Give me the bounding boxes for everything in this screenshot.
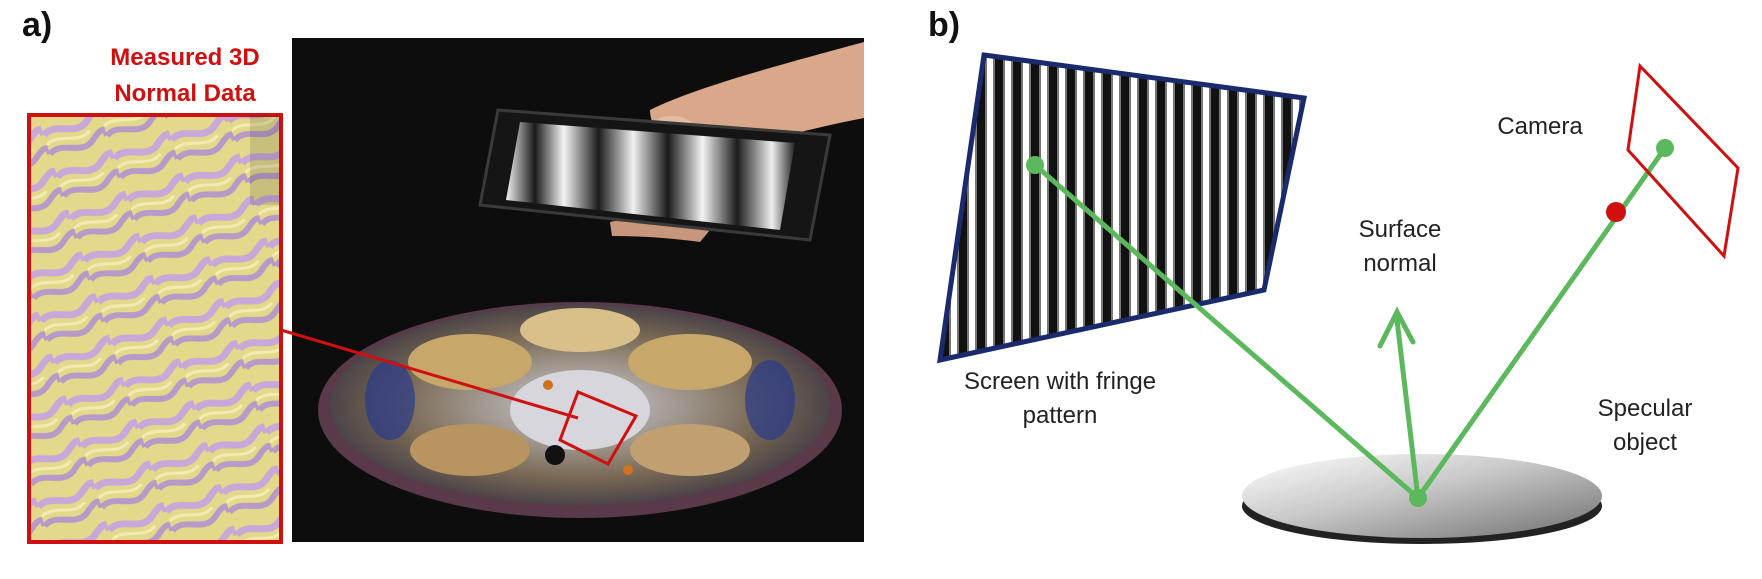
specular-object-label-line2: object: [1612, 429, 1678, 456]
camera-plane: [1626, 62, 1740, 260]
measured-data-title-line1: Measured 3D: [110, 44, 260, 71]
camera-center-point: [1656, 139, 1674, 157]
tablet-device: [478, 108, 832, 242]
screen-label: Screen with fringe pattern: [940, 365, 1180, 433]
measured-data-title-line2: Normal Data: [114, 80, 256, 107]
screen-label-line2: pattern: [1022, 402, 1098, 429]
panel-a-label: a): [22, 6, 53, 44]
measured-data-title: Measured 3D Normal Data: [70, 40, 300, 112]
highlight-region: [280, 328, 639, 466]
specular-object-label-line1: Specular: [1597, 395, 1693, 422]
camera-pixel-point: [1606, 202, 1626, 222]
normal-data-inset: [27, 113, 283, 544]
surface-normal-label-line2: normal: [1363, 250, 1437, 277]
camera-label: Camera: [1497, 113, 1583, 140]
screen-label-line1: Screen with fringe: [963, 368, 1157, 395]
fringe-screen: [937, 52, 1307, 364]
stained-glass-object: [318, 302, 842, 518]
screen-point: [1026, 156, 1044, 174]
panel-b-label: b): [928, 6, 961, 44]
surface-normal-label: Surface normal: [1340, 213, 1460, 281]
specular-object-label: Specular object: [1580, 392, 1710, 460]
surface-normal-label-line1: Surface: [1358, 216, 1442, 243]
reflection-point: [1409, 489, 1427, 507]
